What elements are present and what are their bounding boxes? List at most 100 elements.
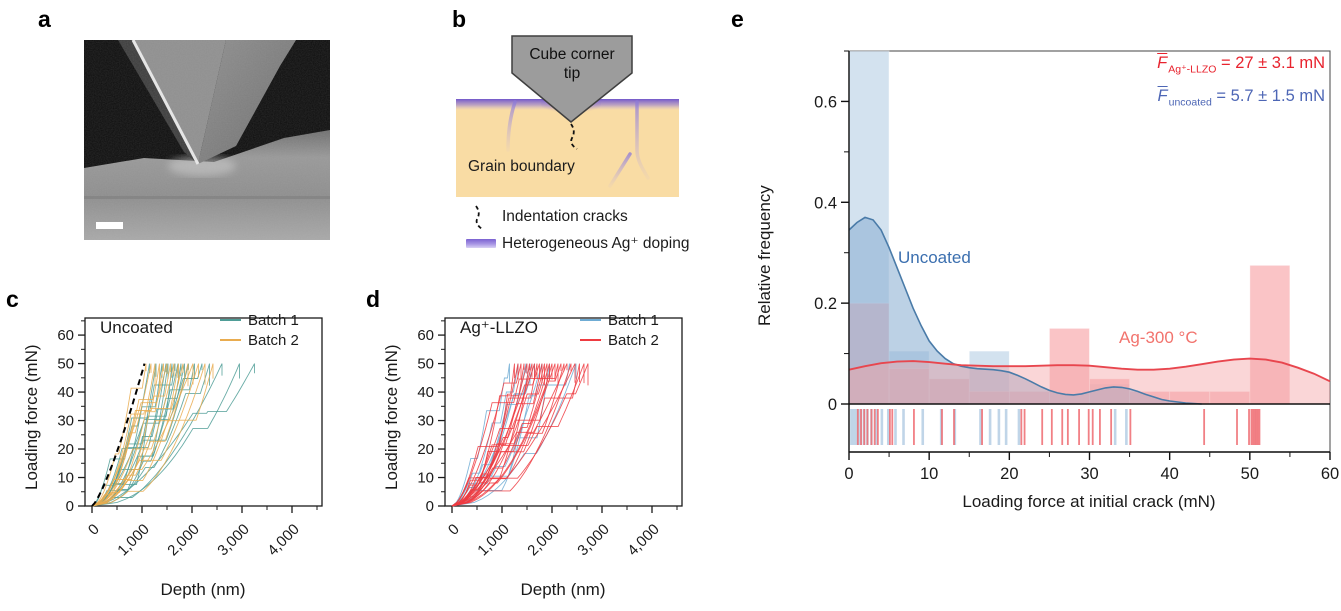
rug-tick <box>1113 409 1117 445</box>
y-tick-label: 0 <box>828 396 837 414</box>
cube-corner-tip-shape <box>511 35 633 123</box>
hist-bar <box>1249 264 1291 405</box>
rug-tick <box>1091 409 1094 445</box>
histogram-panel: 0 0.2 0.4 0.6 0 10 20 30 40 50 60 FAg⁺-LLZO = 27 ±… <box>733 8 1341 520</box>
y-tick-label: 20 <box>57 441 74 458</box>
axes: 0 10 20 30 40 50 60 0 1,000 2,000 3,000 4,000 <box>417 317 683 560</box>
curves-batch-2 <box>451 363 589 507</box>
rug-tick <box>1110 409 1113 445</box>
rug-tick <box>1099 409 1101 445</box>
load-curve <box>91 363 206 507</box>
legend-doping-label: Heterogeneous Ag⁺ doping <box>502 235 690 252</box>
panel-d-label: d <box>366 286 381 312</box>
y-tick-label: 0.6 <box>814 93 837 111</box>
rug-tick <box>1004 409 1008 445</box>
rug-tick <box>1256 409 1259 445</box>
y-tick-label: 30 <box>57 413 74 430</box>
x-tick-label: 50 <box>1241 465 1259 483</box>
load-curve <box>91 363 160 507</box>
batch2-line-icon <box>580 339 601 341</box>
rug-tick <box>1258 409 1261 445</box>
y-tick-label: 60 <box>57 327 74 344</box>
mean-annotations: FAg⁺-LLZO = 27 ± 3.1 mN Funcoated = 5.7 … <box>1156 50 1325 117</box>
rug-tick <box>1017 409 1021 445</box>
chart-c-legend: Batch 1 Batch 2 <box>220 310 299 350</box>
legend-batch-2: Batch 2 <box>220 330 299 350</box>
rug-tick <box>1252 409 1254 445</box>
rug-tick <box>941 409 943 445</box>
legend-batch-2: Batch 2 <box>580 330 659 350</box>
rug-tick <box>866 409 869 445</box>
rug-tick <box>1078 409 1080 445</box>
x-tick-label: 40 <box>1160 465 1178 483</box>
rug-tick <box>1255 409 1258 445</box>
schematic-panel: Cube corner tip Grain boundary Indentati… <box>440 8 750 260</box>
load-curve <box>91 363 163 507</box>
x-tick-label: 4,000 <box>624 521 663 560</box>
y-tick-label: 20 <box>417 441 434 458</box>
indentation-crack <box>570 123 578 150</box>
load-curve <box>451 363 565 507</box>
sem-surface-striation <box>84 196 330 199</box>
load-curve <box>451 363 562 507</box>
rug-tick <box>876 409 879 445</box>
legend-batch1-label: Batch 1 <box>248 311 299 329</box>
rug-tick <box>874 409 878 445</box>
y-tick-label: 40 <box>57 384 74 401</box>
grain-boundary-diagonal <box>608 152 632 188</box>
rug-tick <box>981 409 983 445</box>
agllzo-chart-panel: 0 10 20 30 40 50 60 0 1,000 2,000 3,000 4,000 Ag⁺-L… <box>368 288 720 611</box>
sem-image <box>84 40 330 240</box>
load-curve <box>91 363 179 507</box>
kde-fills <box>849 217 1330 404</box>
load-curve <box>451 363 585 507</box>
rug-tick <box>902 409 905 445</box>
rug-tick <box>1253 409 1256 445</box>
x-tick-label: 0 <box>85 521 103 539</box>
rug-tick <box>1087 409 1090 445</box>
legend-batch-1: Batch 1 <box>580 310 659 330</box>
load-curve <box>451 363 519 507</box>
y-tick-label: 50 <box>57 356 74 373</box>
rug-tick <box>1061 409 1064 445</box>
load-curve <box>91 363 210 507</box>
uncoated-chart: 0 10 20 30 40 50 60 0 1,000 2,000 3,000 4,000 <box>57 317 323 560</box>
curves-batch-2 <box>91 363 214 507</box>
axes: 0 10 20 30 40 50 60 0 1,000 2,000 3,000 4,000 <box>57 317 323 560</box>
y-tick-label: 10 <box>57 470 74 487</box>
sem-image-panel <box>84 40 330 240</box>
mean-ag-llzo-annotation: FAg⁺-LLZO = 27 ± 3.1 mN <box>1157 54 1325 76</box>
mean-uncoated-annotation: Funcoated = 5.7 ± 1.5 mN <box>1157 87 1325 109</box>
kde-line <box>848 216 1202 405</box>
rug-tick <box>1250 409 1253 445</box>
legend-batch-1: Batch 1 <box>220 310 299 330</box>
x-tick-label: 3,000 <box>574 521 613 560</box>
legend-batch2-label: Batch 2 <box>248 331 299 349</box>
rug-tick <box>1050 409 1053 445</box>
rug-tick <box>850 409 853 445</box>
rug-tick <box>1041 409 1044 445</box>
x-tick-label: 3,000 <box>214 521 253 560</box>
load-curve <box>91 363 189 507</box>
y-tick-label: 30 <box>417 413 434 430</box>
rug-tick <box>997 409 1001 445</box>
load-curve <box>91 363 147 507</box>
batch2-line-icon <box>220 339 241 341</box>
rug-tick <box>860 409 862 445</box>
rug-tick <box>873 409 876 445</box>
rug-tick <box>1248 409 1250 445</box>
tip-label-line1: Cube corner <box>529 46 615 63</box>
chart-c-xlabel: Depth (nm) <box>160 580 246 599</box>
chart-d-legend: Batch 1 Batch 2 <box>580 310 659 350</box>
crack-legend-icon <box>475 205 483 230</box>
rug-tick <box>1236 409 1238 445</box>
uncoated-chart-panel: 0 10 20 30 40 50 60 0 1,000 2,000 3,000 4,000 Uncoa… <box>8 288 360 611</box>
x-tick-label: 0 <box>844 465 853 483</box>
legend-indentation-cracks: Indentation cracks <box>464 208 628 226</box>
sem-noise-texture <box>84 40 330 240</box>
ag-300-series-label: Ag-300 °C <box>1119 328 1198 347</box>
kde-fill <box>849 217 1202 404</box>
x-tick-label: 2,000 <box>164 521 203 560</box>
panel-b-label: b <box>452 6 467 32</box>
uncoated-series-label: Uncoated <box>898 248 971 267</box>
